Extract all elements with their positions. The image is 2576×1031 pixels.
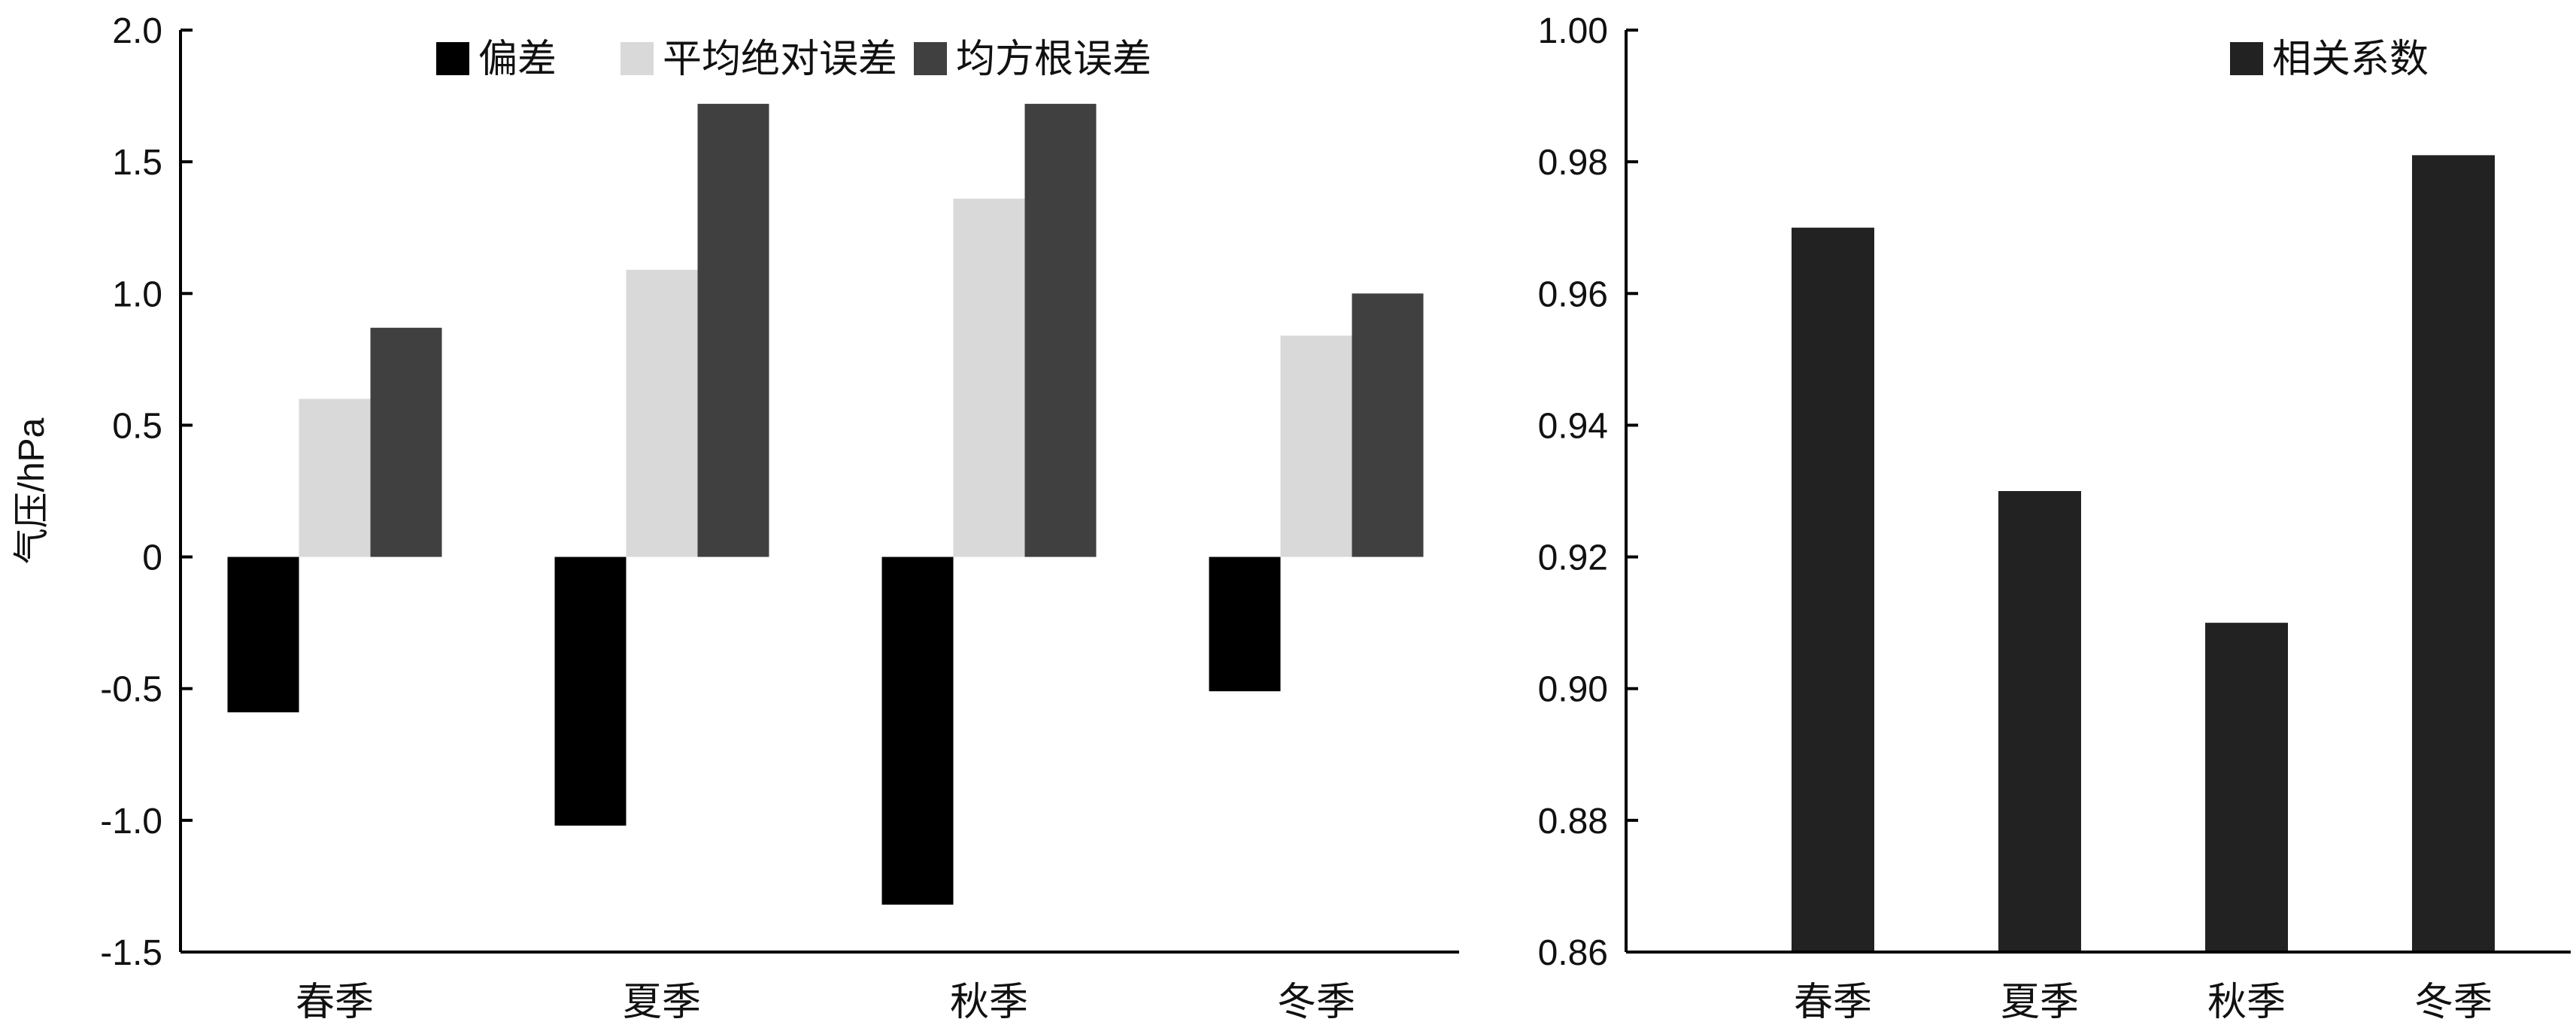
x-tick-label: 冬季: [2414, 980, 2493, 1025]
bar-1-s1-c1: [227, 556, 299, 713]
legend-label: 均方根误差: [956, 37, 1151, 82]
y-tick-label: 0: [142, 538, 162, 578]
legend-label: 相关系数: [2272, 37, 2429, 82]
legend-swatch: [436, 42, 469, 75]
y-tick-label: 0.94: [1538, 406, 1608, 446]
bar-1-s1-c3: [881, 556, 954, 905]
bar-2-s1-c1: [1792, 227, 1874, 952]
bar-1-s1-c2: [554, 556, 627, 826]
legend-swatch: [620, 42, 654, 75]
x-tick-label: 秋季: [2207, 980, 2286, 1025]
y-tick-label: 0.92: [1538, 538, 1608, 578]
x-tick-label: 春季: [296, 980, 374, 1025]
bar-2-s1-c4: [2412, 155, 2495, 952]
y-tick-label: 0.98: [1538, 143, 1608, 183]
bar-1-s3-c2: [697, 104, 769, 557]
y-tick-label: -1.5: [100, 933, 162, 973]
y-tick-label: -0.5: [100, 670, 162, 710]
legend-label: 偏差: [478, 37, 557, 82]
bar-2-s1-c2: [1998, 491, 2081, 952]
y-tick-label: 1.0: [112, 274, 162, 314]
legend-swatch: [914, 42, 947, 75]
x-tick-label: 冬季: [1277, 980, 1355, 1025]
y-axis-title: 气压/hPa: [12, 417, 52, 564]
y-tick-label: 1.00: [1538, 11, 1608, 51]
legend-swatch: [2230, 42, 2263, 75]
y-tick-label: 1.5: [112, 143, 162, 183]
bar-1-s3-c1: [370, 327, 442, 557]
y-tick-label: 0.5: [112, 406, 162, 446]
y-tick-label: -1.0: [100, 802, 162, 841]
legend-label: 平均绝对误差: [663, 37, 897, 82]
bar-2-s1-c3: [2205, 623, 2288, 952]
bar-1-s3-c3: [1024, 104, 1097, 557]
y-tick-label: 0.96: [1538, 274, 1608, 314]
x-tick-label: 春季: [1794, 980, 1872, 1025]
x-tick-label: 夏季: [2001, 980, 2079, 1025]
bar-1-s2-c4: [1280, 335, 1352, 557]
bar-1-s3-c4: [1352, 293, 1424, 557]
bar-1-s2-c3: [953, 199, 1025, 557]
y-tick-label: 0.88: [1538, 802, 1608, 841]
chart-panel-1: 2.0 1.5 1.0 0.5 0 -0.5 -1.0 -1.5 春季 夏季 秋季 冬季 偏差 平均绝对误…: [12, 11, 1459, 1025]
bar-1-s2-c2: [626, 269, 698, 557]
bar-1-s2-c1: [299, 399, 371, 557]
x-tick-label: 秋季: [950, 980, 1028, 1025]
y-tick-label: 2.0: [112, 11, 162, 51]
y-tick-label: 0.90: [1538, 670, 1608, 710]
chart-panel-2: 1.00 0.98 0.96 0.94 0.92 0.90 0.88 0.86 春季 夏季 秋季 冬季…: [1538, 11, 2571, 1025]
x-tick-label: 夏季: [623, 980, 701, 1025]
bar-1-s1-c4: [1209, 556, 1281, 692]
y-tick-label: 0.86: [1538, 933, 1608, 973]
